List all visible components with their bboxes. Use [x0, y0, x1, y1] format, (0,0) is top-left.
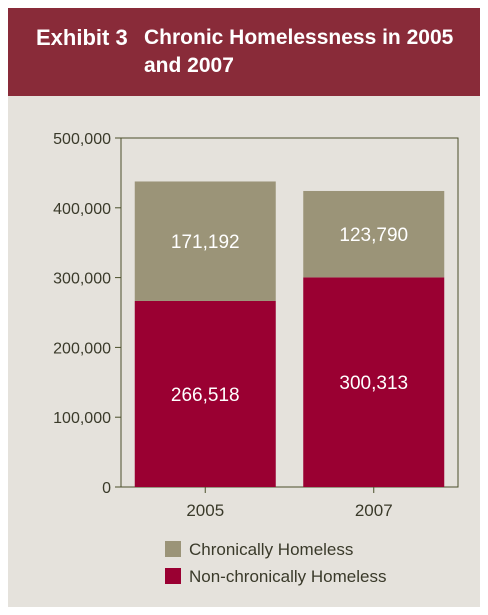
data-label: 300,313 [339, 373, 408, 394]
x-category-label: 2007 [355, 501, 393, 520]
bar-non-chronic-2007 [303, 277, 445, 487]
y-tick-label: 400,000 [53, 201, 111, 218]
bar-chronic-2007 [303, 190, 445, 278]
legend-swatch [165, 541, 181, 557]
data-label: 266,518 [171, 385, 240, 406]
y-tick-label: 200,000 [53, 340, 111, 357]
bar-non-chronic-2005 [134, 300, 276, 487]
bar-chronic-2005 [134, 181, 276, 301]
x-category-label: 2005 [186, 501, 224, 520]
exhibit-number: Exhibit 3 [36, 25, 128, 50]
data-label: 123,790 [339, 225, 408, 246]
y-tick-label: 100,000 [53, 410, 111, 427]
legend-label: Chronically Homeless [189, 540, 353, 559]
legend-swatch [165, 568, 181, 584]
y-tick-label: 500,000 [53, 131, 111, 148]
data-label: 171,192 [171, 232, 240, 253]
chart-title: Chronic Homelessness in 2005 and 2007 [144, 26, 454, 77]
plot-frame [120, 137, 459, 488]
y-tick-label: 300,000 [53, 271, 111, 288]
y-tick-label: 0 [102, 480, 111, 497]
legend-label: Non-chronically Homeless [189, 567, 386, 586]
exhibit-header: Exhibit 3 Chronic Homelessness in 2005 a… [8, 8, 480, 96]
